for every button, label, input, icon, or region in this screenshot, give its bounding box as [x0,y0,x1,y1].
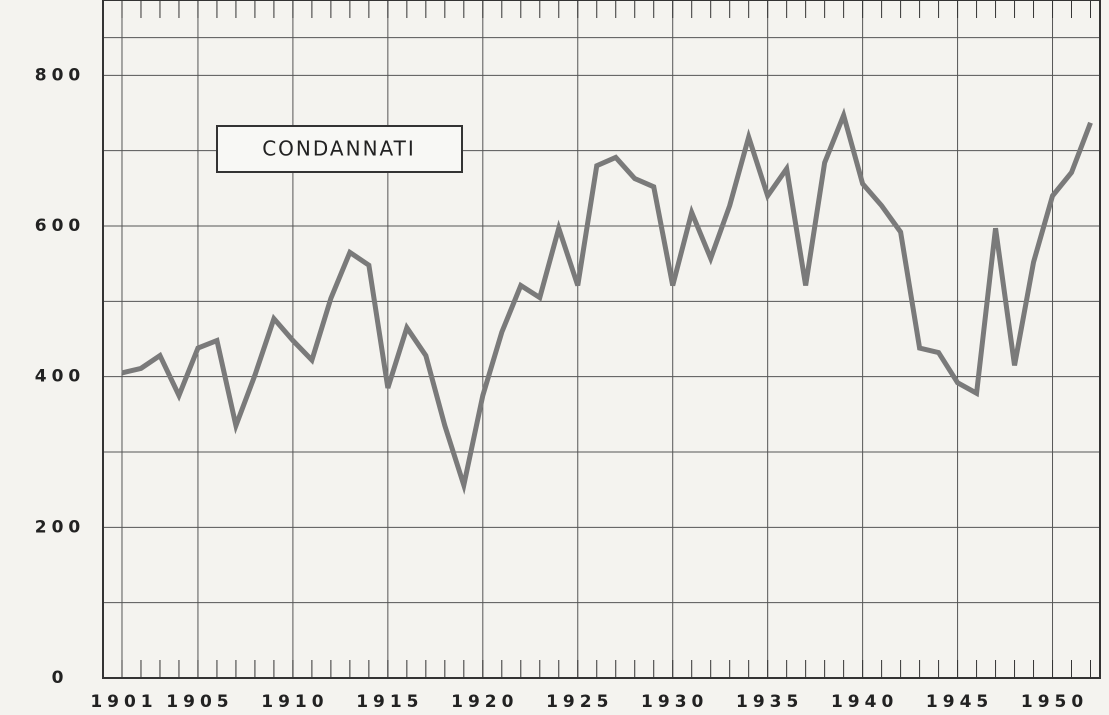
y-tick-label: 800 [35,65,86,85]
annotation-box [216,125,463,173]
y-tick-label: 400 [35,367,86,387]
plot-frame [102,0,1101,679]
x-tick-label: 1905 [166,692,233,712]
x-tick-label: 1925 [546,692,613,712]
y-tick-label: 600 [35,216,86,236]
x-tick-label: 1910 [261,692,328,712]
y-tick-label: 200 [35,517,86,537]
x-tick-label: 1950 [1021,692,1088,712]
x-tick-label: 1901 [90,692,157,712]
x-tick-label: 1945 [926,692,993,712]
x-tick-label: 1940 [831,692,898,712]
data-line [121,107,1093,495]
y-tick-label: 0 [52,668,69,688]
x-tick-label: 1915 [356,692,423,712]
annotation: CONDANNATI [262,137,416,161]
x-tick-label: 1930 [641,692,708,712]
x-tick-label: 1920 [451,692,518,712]
x-tick-label: 1935 [736,692,803,712]
